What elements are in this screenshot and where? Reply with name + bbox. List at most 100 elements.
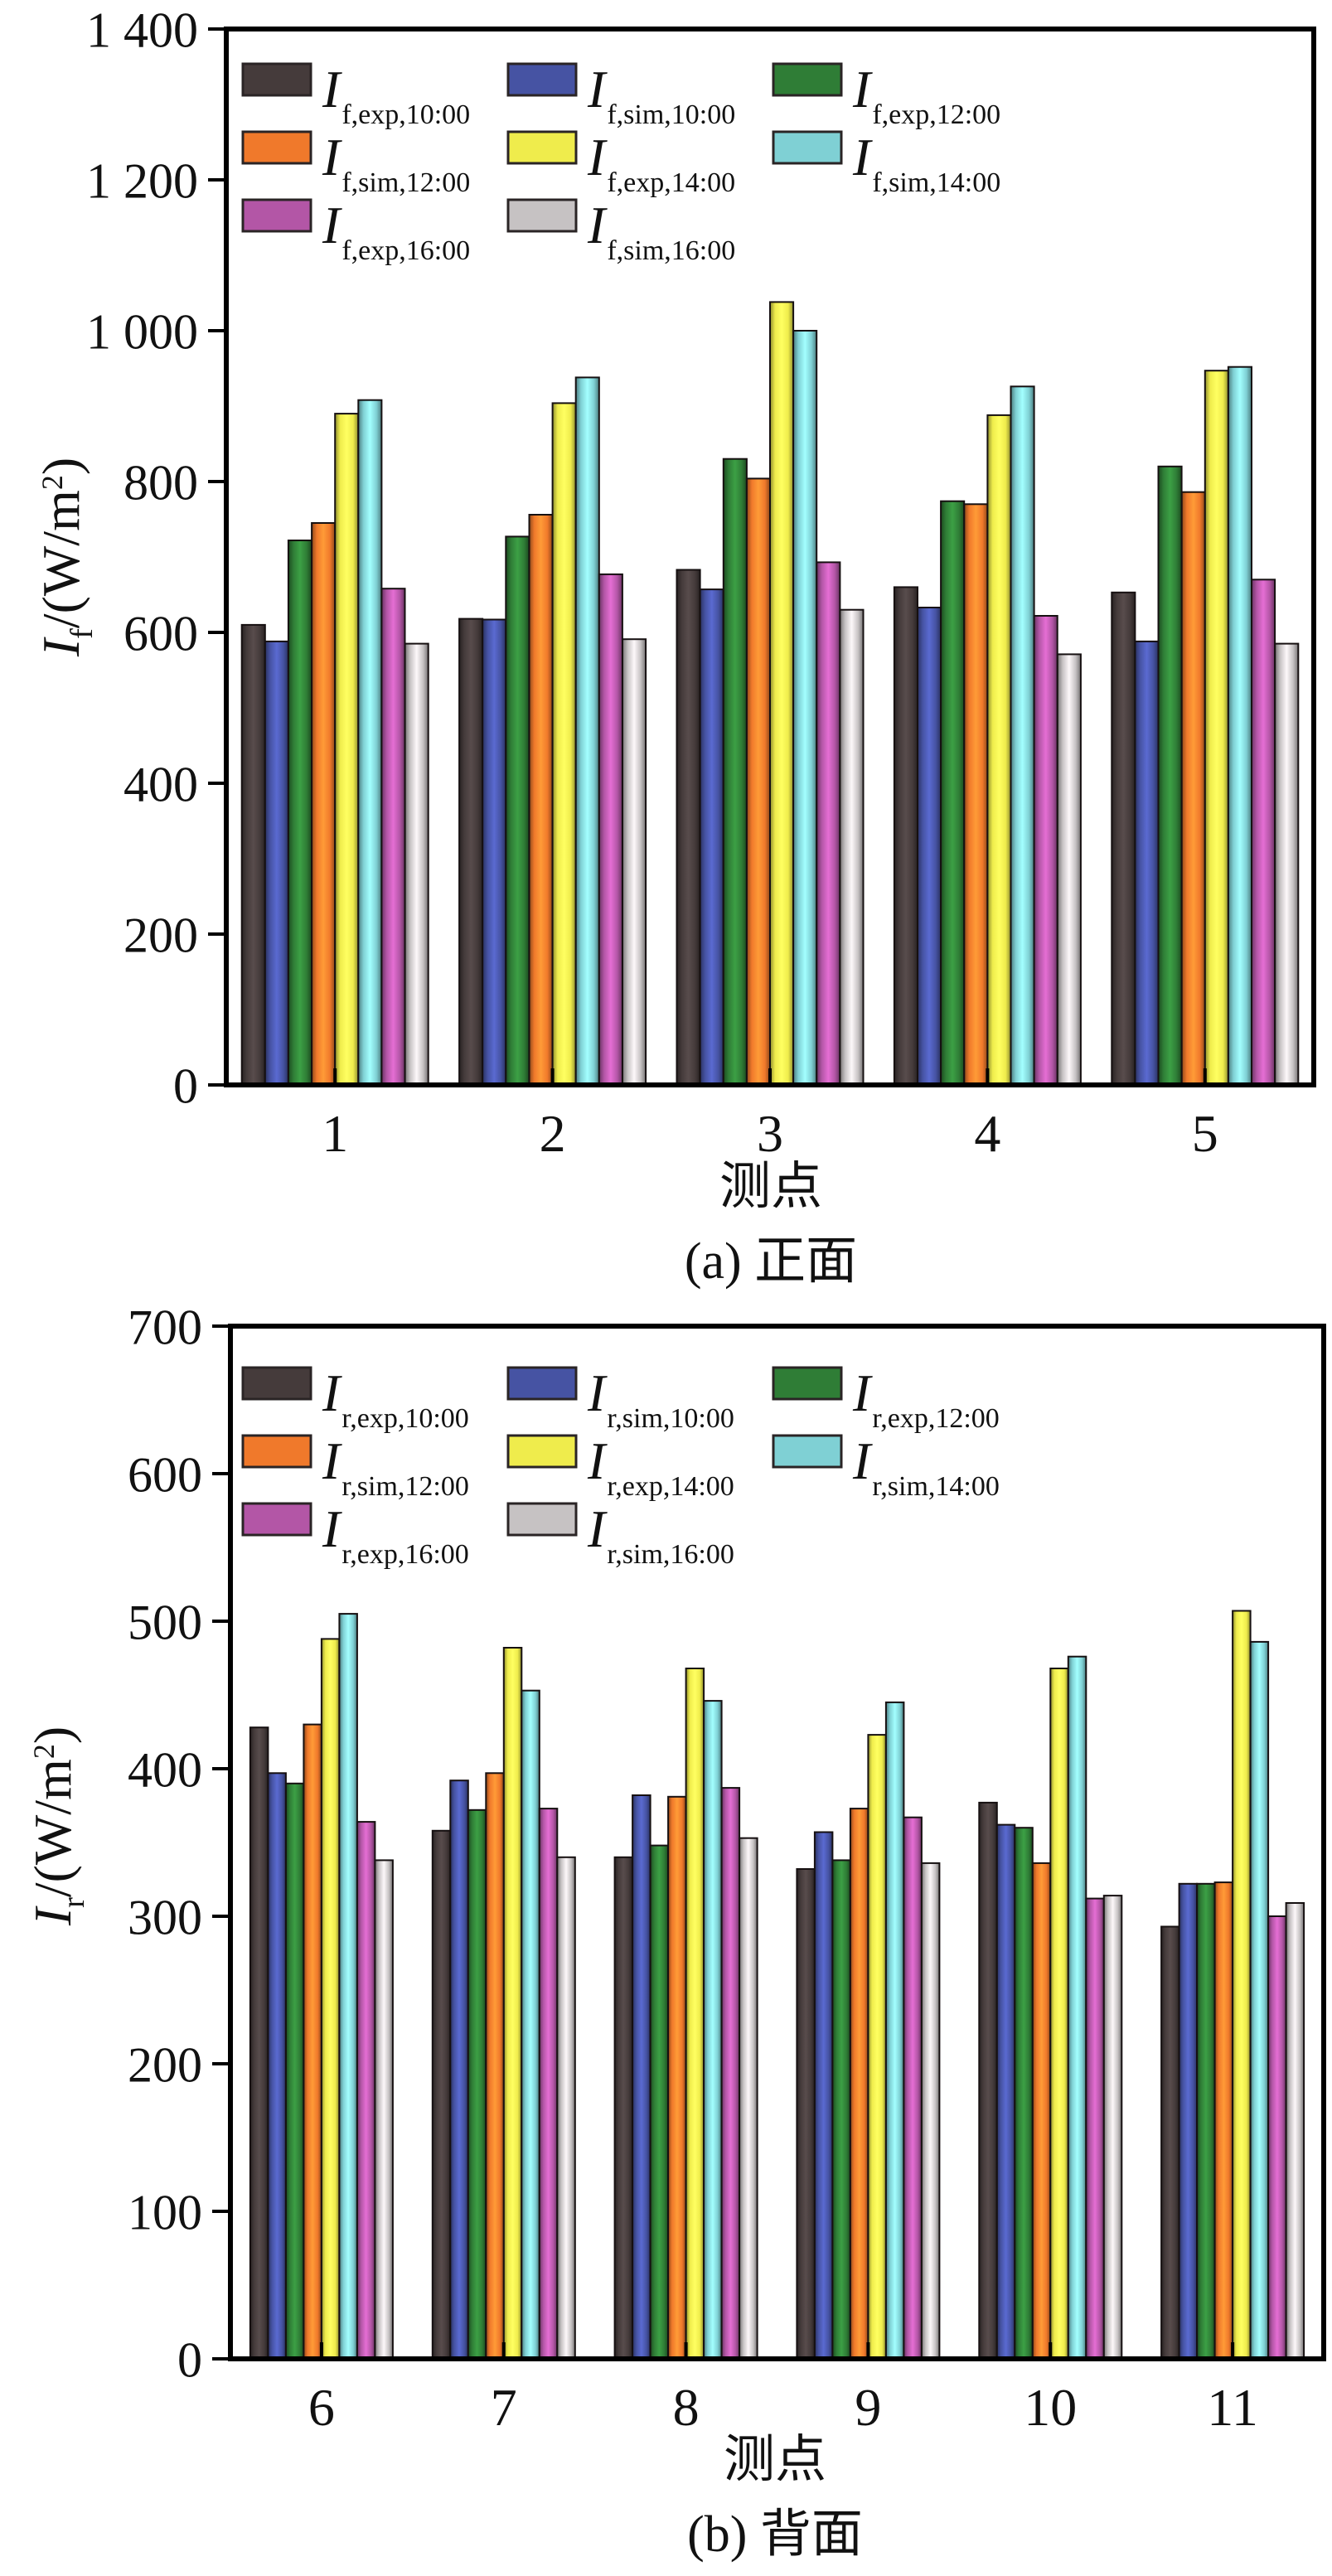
y-axis-superscript: 2 bbox=[36, 475, 69, 490]
legend-label-r,exp,16:00: Ir,exp,16:00 bbox=[322, 1499, 469, 1570]
bar-r,sim,14:00-point-10 bbox=[1067, 1655, 1087, 2360]
bar-r,exp,10:00-point-7 bbox=[431, 1829, 452, 2360]
bar-f,sim,12:00-point-5 bbox=[1180, 491, 1206, 1086]
bar-f,exp,12:00-point-2 bbox=[505, 535, 530, 1086]
legend-symbol: I bbox=[322, 128, 342, 186]
bar-r,exp,10:00-point-6 bbox=[249, 1726, 269, 2360]
y-tick-label: 700 bbox=[128, 1301, 202, 1355]
y-axis-title: Ir/(W/m2) bbox=[23, 1726, 91, 1926]
x-tick-label: 7 bbox=[491, 2378, 517, 2437]
bar-f,exp,16:00-point-4 bbox=[1033, 615, 1058, 1086]
bar-f,exp,16:00-point-5 bbox=[1251, 579, 1276, 1086]
legend-swatch-f,sim,16:00 bbox=[506, 198, 578, 233]
bar-f,exp,12:00-point-1 bbox=[287, 540, 312, 1086]
bar-f,sim,12:00-point-2 bbox=[528, 514, 554, 1086]
legend-swatch-f,sim,14:00 bbox=[772, 130, 843, 165]
chart-b-xaxis-title: 测点 bbox=[724, 2432, 826, 2488]
x-tick-label: 1 bbox=[322, 1104, 348, 1163]
legend-subscript: r,sim,12:00 bbox=[341, 1471, 469, 1502]
legend-label-f,sim,16:00: If,sim,16:00 bbox=[587, 196, 735, 266]
bar-f,exp,12:00-point-5 bbox=[1157, 465, 1183, 1086]
y-axis-subscript: f bbox=[65, 628, 99, 639]
y-tick-label: 200 bbox=[124, 908, 198, 963]
legend-swatch-f,exp,14:00 bbox=[506, 130, 578, 165]
bar-r,exp,14:00-point-8 bbox=[685, 1668, 705, 2360]
bar-r,sim,14:00-point-8 bbox=[703, 1700, 723, 2361]
bar-f,sim,16:00-point-1 bbox=[404, 642, 429, 1086]
y-axis-unit-close: ) bbox=[31, 458, 90, 475]
bar-f,exp,10:00-point-2 bbox=[458, 617, 484, 1086]
bar-f,sim,12:00-point-3 bbox=[745, 477, 772, 1086]
bar-f,exp,10:00-point-5 bbox=[1111, 591, 1136, 1086]
bar-r,exp,16:00-point-10 bbox=[1085, 1897, 1105, 2360]
legend-label-r,sim,10:00: Ir,sim,10:00 bbox=[587, 1363, 734, 1434]
bar-f,exp,10:00-point-3 bbox=[676, 569, 701, 1086]
legend-symbol: I bbox=[587, 1363, 608, 1422]
y-axis-unit: /(W/m bbox=[31, 490, 90, 628]
bar-f,exp,14:00-point-2 bbox=[551, 402, 577, 1086]
y-tick-label: 100 bbox=[128, 2186, 202, 2240]
bar-r,sim,10:00-point-9 bbox=[813, 1831, 834, 2360]
bar-r,exp,16:00-point-8 bbox=[720, 1787, 741, 2360]
y-tick-label: 600 bbox=[128, 1448, 202, 1503]
legend-label-f,sim,10:00: If,sim,10:00 bbox=[587, 60, 735, 130]
bar-f,sim,10:00-point-5 bbox=[1134, 640, 1160, 1086]
legend-swatch-r,sim,14:00 bbox=[772, 1434, 843, 1469]
legend-swatch-r,exp,16:00 bbox=[241, 1502, 312, 1537]
bar-r,exp,14:00-point-6 bbox=[320, 1638, 341, 2360]
bar-f,sim,14:00-point-3 bbox=[792, 330, 818, 1086]
legend-swatch-r,sim,12:00 bbox=[241, 1434, 312, 1469]
legend-subscript: r,sim,14:00 bbox=[872, 1471, 1000, 1502]
bar-r,sim,14:00-point-11 bbox=[1249, 1640, 1270, 2360]
bar-r,exp,12:00-point-9 bbox=[831, 1859, 851, 2360]
legend-label-r,sim,14:00: Ir,sim,14:00 bbox=[852, 1431, 1000, 1502]
bar-r,sim,16:00-point-6 bbox=[374, 1859, 394, 2360]
y-axis-title: If/(W/m2) bbox=[31, 458, 99, 657]
bar-f,sim,10:00-point-2 bbox=[482, 618, 507, 1086]
bar-r,sim,10:00-point-8 bbox=[632, 1794, 651, 2360]
bar-r,sim,16:00-point-7 bbox=[556, 1856, 576, 2360]
y-tick-label: 0 bbox=[173, 1059, 198, 1114]
legend-symbol: I bbox=[852, 1431, 873, 1490]
bar-r,exp,16:00-point-6 bbox=[356, 1821, 376, 2360]
bar-f,exp,12:00-point-3 bbox=[722, 458, 748, 1086]
legend-swatch-f,sim,10:00 bbox=[506, 62, 578, 97]
legend-label-r,sim,16:00: Ir,sim,16:00 bbox=[587, 1499, 734, 1570]
legend-label-f,exp,14:00: If,exp,14:00 bbox=[587, 128, 735, 198]
bar-f,sim,14:00-point-4 bbox=[1010, 385, 1035, 1086]
y-tick-label: 400 bbox=[128, 1743, 202, 1798]
x-tick-label: 6 bbox=[308, 2378, 335, 2437]
bar-r,exp,12:00-point-8 bbox=[649, 1844, 670, 2360]
bar-r,exp,10:00-point-8 bbox=[613, 1856, 634, 2360]
bar-f,sim,16:00-point-5 bbox=[1274, 642, 1300, 1086]
legend-subscript: r,exp,16:00 bbox=[341, 1539, 469, 1570]
x-tick-label: 9 bbox=[855, 2378, 881, 2437]
bar-r,sim,12:00-point-7 bbox=[485, 1772, 505, 2360]
bar-r,sim,10:00-point-7 bbox=[449, 1779, 469, 2360]
bar-f,exp,16:00-point-1 bbox=[380, 588, 406, 1086]
legend-subscript: f,sim,16:00 bbox=[607, 235, 735, 266]
legend-subscript: r,sim,16:00 bbox=[607, 1539, 734, 1570]
bar-f,exp,12:00-point-4 bbox=[940, 500, 966, 1086]
legend-symbol: I bbox=[852, 60, 873, 119]
legend-symbol: I bbox=[852, 1363, 873, 1422]
x-tick-label: 11 bbox=[1207, 2378, 1258, 2437]
bar-r,sim,12:00-point-11 bbox=[1213, 1881, 1234, 2360]
bar-f,sim,16:00-point-3 bbox=[839, 608, 865, 1086]
y-axis-superscript: 2 bbox=[27, 1744, 61, 1759]
y-tick-label: 1 400 bbox=[86, 3, 198, 58]
chart-a-caption: (a) 正面 bbox=[685, 1233, 857, 1290]
legend-subscript: r,exp,12:00 bbox=[872, 1403, 1000, 1434]
bar-r,exp,14:00-point-11 bbox=[1232, 1610, 1252, 2360]
bar-r,exp,10:00-point-11 bbox=[1160, 1925, 1180, 2360]
legend-symbol: I bbox=[587, 1431, 608, 1490]
bar-r,exp,14:00-point-10 bbox=[1049, 1668, 1069, 2360]
y-tick-label: 800 bbox=[124, 456, 198, 511]
y-tick-label: 500 bbox=[128, 1595, 202, 1650]
bar-r,sim,10:00-point-10 bbox=[995, 1823, 1016, 2360]
bar-f,exp,14:00-point-5 bbox=[1204, 370, 1229, 1086]
y-tick-label: 0 bbox=[177, 2333, 202, 2388]
legend-subscript: f,exp,12:00 bbox=[872, 99, 1000, 130]
